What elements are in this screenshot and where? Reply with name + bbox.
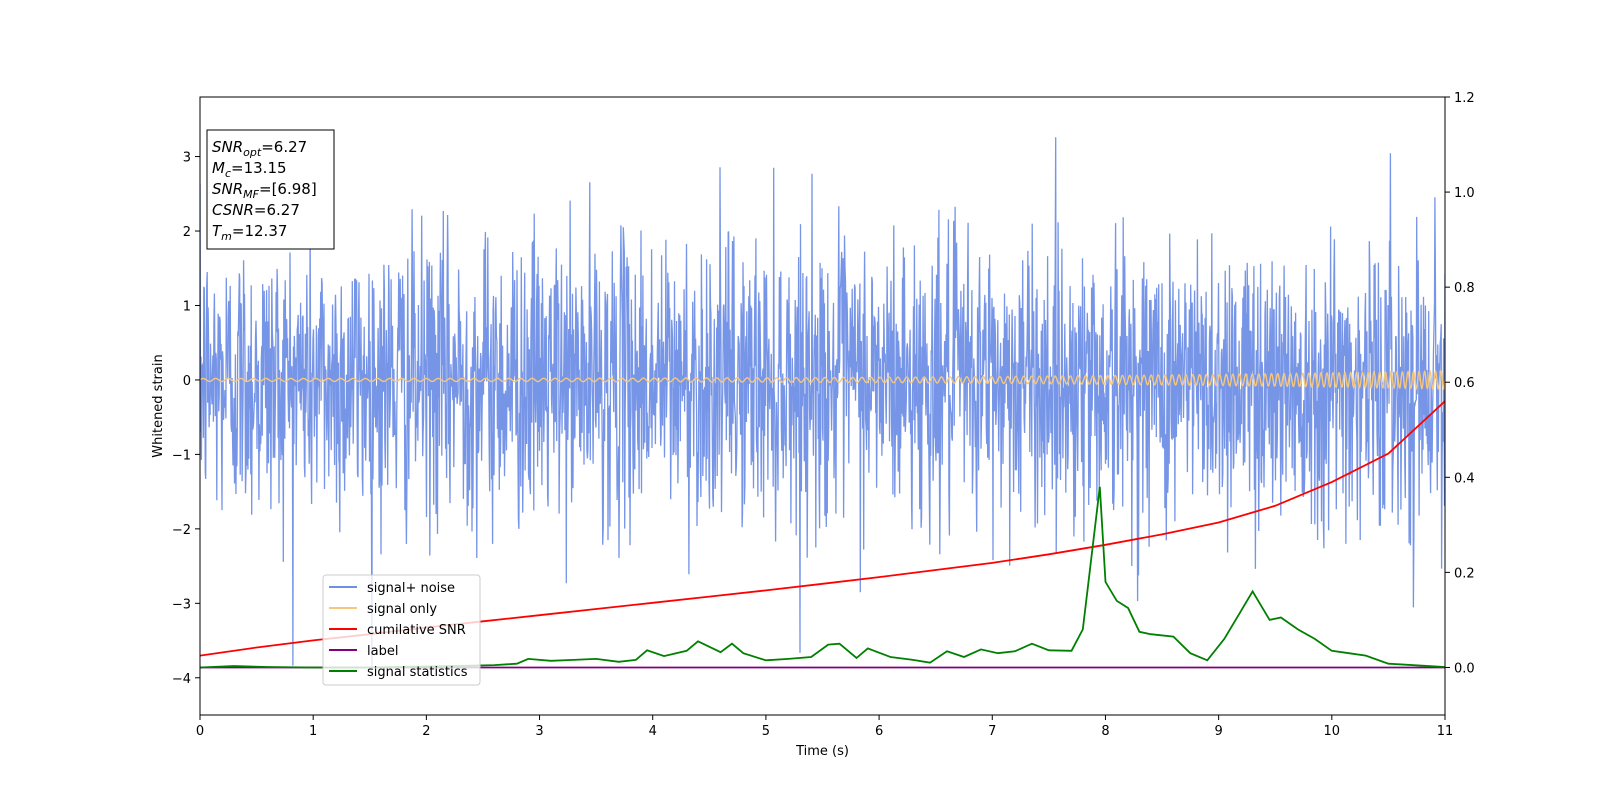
y-left-tick-label: 0	[183, 374, 191, 389]
y-right-tick-label: 0.0	[1454, 661, 1475, 676]
x-tick-label: 2	[422, 724, 430, 739]
axes-frame	[199, 96, 1446, 716]
x-tick-label: 6	[875, 724, 883, 739]
y-right-tick-label: 1.0	[1454, 186, 1475, 201]
series-signal-only	[200, 369, 1445, 391]
x-tick-label: 5	[762, 724, 770, 739]
x-axis-label: Time (s)	[795, 744, 849, 759]
x-tick-label: 9	[1214, 724, 1222, 739]
x-tick-label: 1	[309, 724, 317, 739]
x-tick-label: 11	[1437, 724, 1454, 739]
info-line: CSNR=6.27	[212, 201, 300, 219]
y-left-tick-label: 1	[183, 299, 191, 314]
info-symbol: M	[212, 159, 225, 177]
y-right-tick-label: 0.8	[1454, 281, 1475, 296]
y-axis-label: Whitened strain	[151, 354, 166, 457]
info-value: =13.15	[231, 159, 287, 177]
info-subscript: MF	[243, 188, 259, 201]
y-right-tick-label: 0.2	[1454, 566, 1475, 581]
info-line: SNRopt=6.27	[212, 138, 307, 159]
x-tick-label: 0	[196, 724, 204, 739]
legend-frame	[322, 574, 481, 686]
y-left-tick-label: −1	[172, 448, 191, 463]
series-signal-noise	[200, 137, 1445, 677]
legend-label: signal only	[367, 602, 437, 617]
y-right-tick-label: 0.6	[1454, 376, 1475, 391]
info-value: =[6.98]	[259, 180, 317, 198]
x-tick-label: 3	[535, 724, 543, 739]
y-left-tick-label: −3	[172, 597, 191, 612]
info-value: =6.27	[261, 138, 307, 156]
legend: signal+ noise signal only cumilative SNR la…	[322, 574, 481, 686]
y-right-tick-label: 1.2	[1454, 91, 1475, 106]
info-line: Tm=12.37	[212, 222, 287, 243]
x-tick-label: 4	[649, 724, 657, 739]
info-symbol: SNR	[212, 180, 243, 198]
legend-label: cumilative SNR	[367, 623, 466, 638]
y-left-tick-label: −4	[172, 672, 191, 687]
y-left-tick-label: 3	[183, 151, 191, 166]
info-subscript: m	[221, 230, 232, 243]
info-subscript: c	[225, 167, 231, 180]
legend-label: signal statistics	[367, 665, 468, 680]
y-left-tick-label: 2	[183, 225, 191, 240]
info-line: SNRMF=[6.98]	[212, 180, 317, 201]
info-box-frame	[206, 129, 335, 250]
y-right-tick-label: 0.4	[1454, 471, 1475, 486]
info-box: SNRopt=6.27Mc=13.15SNRMF=[6.98]CSNR=6.27…	[206, 129, 335, 250]
legend-label: label	[367, 644, 398, 659]
info-value: =12.37	[232, 222, 288, 240]
y-left-tick-label: −2	[172, 523, 191, 538]
info-symbol: SNR	[212, 138, 243, 156]
axes: 0 1 2 3 4 5 6 7 8 9 10 11 −4 −3 −2 −1 0 1 2 3 0.0 0.2 0.4 0.6 0.…	[151, 91, 1475, 759]
x-tick-label: 7	[988, 724, 996, 739]
info-symbol: T	[212, 222, 223, 240]
x-tick-label: 8	[1101, 724, 1109, 739]
info-line: Mc=13.15	[212, 159, 287, 180]
x-tick-label: 10	[1324, 724, 1341, 739]
info-value: =6.27	[254, 201, 300, 219]
info-subscript: opt	[243, 146, 262, 159]
info-symbol: CSNR	[212, 201, 254, 219]
series-signal-statistics	[200, 486, 1445, 669]
legend-label: signal+ noise	[367, 581, 455, 596]
